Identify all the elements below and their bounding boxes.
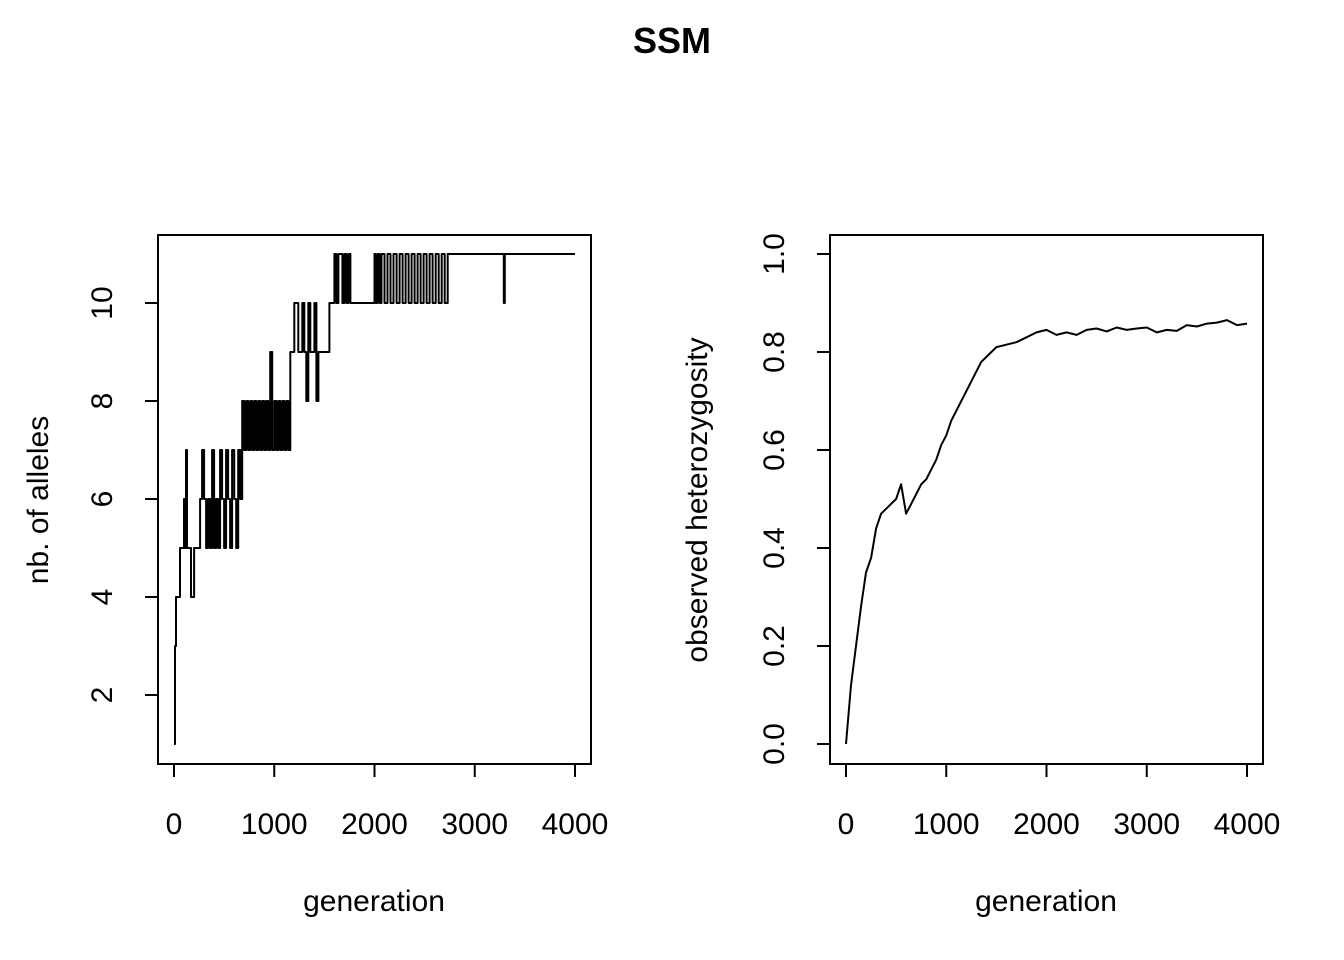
x-axis-heterozygosity: 0 1000 2000 3000 4000 bbox=[838, 763, 1281, 841]
y-tick-label-alleles: 4 bbox=[86, 589, 119, 606]
y-tick-label-alleles: 10 bbox=[86, 286, 119, 319]
x-tick-label-alleles: 0 bbox=[166, 808, 183, 841]
y-axis-label-alleles: nb. of alleles bbox=[22, 416, 55, 584]
y-tick-label-heterozygosity: 0.2 bbox=[758, 625, 791, 667]
series-line-heterozygosity bbox=[845, 319, 1248, 745]
y-axis-label-heterozygosity: observed heterozygosity bbox=[681, 337, 714, 662]
x-tick-label-alleles: 4000 bbox=[542, 808, 609, 841]
y-tick-label-heterozygosity: 0.6 bbox=[758, 429, 791, 471]
figure-title: SSM bbox=[633, 20, 711, 61]
x-tick-label-heterozygosity: 2000 bbox=[1013, 808, 1080, 841]
y-tick-label-heterozygosity: 0.0 bbox=[758, 723, 791, 765]
y-tick-label-heterozygosity: 0.8 bbox=[758, 331, 791, 373]
x-axis-label-alleles: generation bbox=[303, 885, 445, 918]
x-tick-label-heterozygosity: 0 bbox=[838, 808, 855, 841]
x-axis-label-heterozygosity: generation bbox=[975, 885, 1117, 918]
x-tick-label-alleles: 1000 bbox=[241, 808, 308, 841]
x-axis-alleles: 0 1000 2000 3000 4000 bbox=[166, 763, 609, 841]
x-tick-label-alleles: 2000 bbox=[341, 808, 408, 841]
y-tick-label-heterozygosity: 1.0 bbox=[758, 233, 791, 275]
y-tick-label-alleles: 8 bbox=[86, 393, 119, 410]
panel-alleles: 0 1000 2000 3000 4000 2 4 6 8 10 generation nb. … bbox=[22, 234, 609, 918]
x-tick-label-heterozygosity: 3000 bbox=[1113, 808, 1180, 841]
x-tick-label-heterozygosity: 4000 bbox=[1214, 808, 1281, 841]
y-tick-label-alleles: 2 bbox=[86, 687, 119, 704]
y-tick-label-heterozygosity: 0.4 bbox=[758, 527, 791, 569]
y-tick-label-alleles: 6 bbox=[86, 491, 119, 508]
series-line-alleles bbox=[174, 253, 575, 745]
panel-heterozygosity: 0 1000 2000 3000 4000 0.0 0.2 0.4 0.6 0.8 1.0 gen… bbox=[681, 233, 1280, 918]
x-tick-label-heterozygosity: 1000 bbox=[913, 808, 980, 841]
y-axis-heterozygosity: 0.0 0.2 0.4 0.6 0.8 1.0 bbox=[758, 233, 831, 765]
x-tick-label-alleles: 3000 bbox=[441, 808, 508, 841]
y-axis-alleles: 2 4 6 8 10 bbox=[86, 286, 159, 704]
